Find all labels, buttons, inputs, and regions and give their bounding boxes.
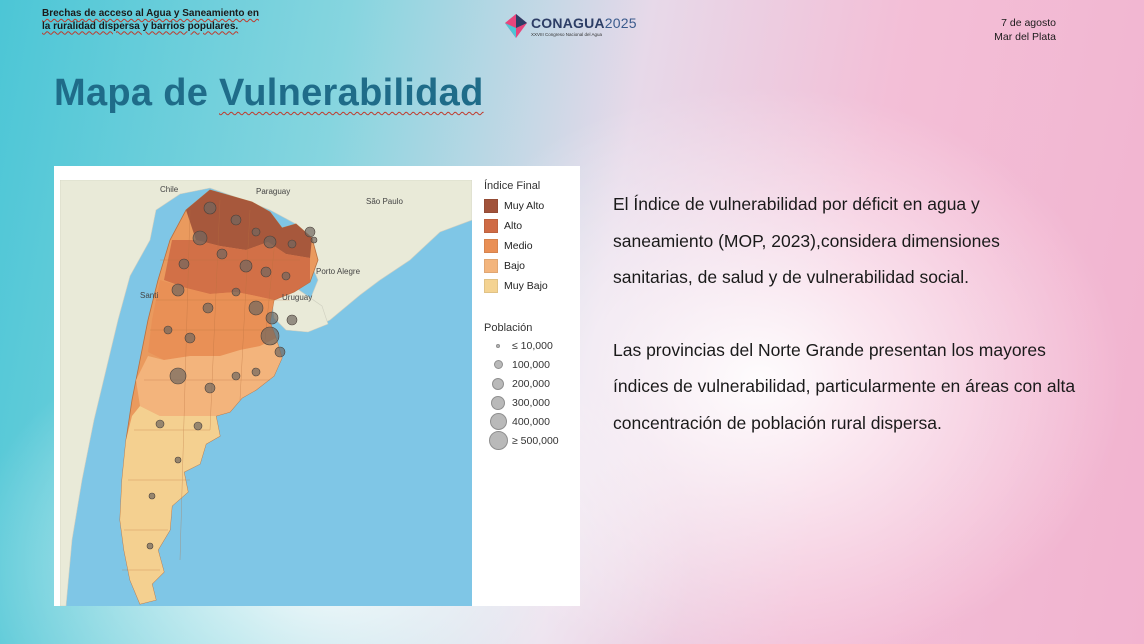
population-dot [489, 413, 507, 430]
conagua-logo: CONAGUA2025 XXVIII Congreso Nacional del… [505, 14, 637, 38]
page-title: Mapa de Vulnerabilidad [54, 72, 484, 115]
legend-label: Bajo [504, 260, 526, 272]
slide-header-subtitle: Brechas de acceso al Agua y Saneamiento … [42, 8, 259, 33]
map-label-uruguay: Uruguay [282, 293, 312, 302]
conagua-logo-icon [505, 14, 527, 38]
legend-label: Medio [504, 240, 533, 252]
slide-body-text: El Índice de vulnerabilidad por déficit … [613, 186, 1083, 441]
region-muy-bajo-south [120, 406, 220, 604]
legend-label: Alto [504, 220, 523, 232]
population-legend-item: ≥ 500,000 [484, 431, 576, 450]
legend-swatch [484, 279, 498, 293]
map-legend: Índice Final Muy Alto Alto Medio Bajo Mu… [484, 180, 576, 450]
map-label-sao-paulo: São Paulo [366, 197, 403, 206]
legend-swatch [484, 219, 498, 233]
slide-header-date: 7 de agosto Mar del Plata [994, 16, 1056, 44]
logo-name: CONAGUA [531, 15, 605, 31]
legend-label: Muy Alto [504, 200, 545, 212]
population-circles [146, 201, 318, 550]
logo-subtitle: XXVIII Congreso Nacional del Agua [531, 32, 603, 37]
vulnerability-map-figure: Chile Paraguay São Paulo Porto Alegre Ur… [54, 166, 580, 606]
header-date: 7 de agosto [1001, 17, 1056, 29]
legend-item: Muy Bajo [484, 276, 576, 296]
population-dot [488, 431, 508, 450]
population-legend-item: 300,000 [484, 393, 576, 412]
population-label: ≥ 500,000 [512, 434, 559, 447]
title-part2: Vulnerabilidad [219, 72, 484, 114]
department-borders [122, 199, 300, 571]
header-subtitle-line1: Brechas de acceso al Agua y Saneamiento … [42, 8, 259, 19]
legend-swatch [484, 239, 498, 253]
map-label-chile: Chile [160, 185, 179, 194]
population-dot [493, 360, 503, 369]
body-paragraph-1: El Índice de vulnerabilidad por déficit … [613, 194, 1000, 287]
population-legend-item: 100,000 [484, 355, 576, 374]
logo-year: 2025 [604, 15, 637, 31]
map-label-porto-alegre: Porto Alegre [316, 267, 361, 276]
legend-swatch [484, 199, 498, 213]
body-paragraph-2: Las provincias del Norte Grande presenta… [613, 339, 1076, 433]
map-label-santiago: Santi [140, 291, 158, 300]
vulnerability-map: Chile Paraguay São Paulo Porto Alegre Ur… [60, 180, 472, 606]
population-label: ≤ 10,000 [512, 339, 553, 352]
region-bajo-pampa [136, 338, 282, 416]
population-label: 400,000 [512, 415, 550, 428]
region-muy-alto-north [186, 190, 312, 258]
legend-item: Muy Alto [484, 196, 576, 216]
legend-label: Muy Bajo [504, 280, 548, 292]
population-legend-item: ≤ 10,000 [484, 336, 576, 355]
legend-title: Índice Final [484, 180, 541, 192]
population-dot [491, 395, 505, 410]
population-dot [492, 377, 504, 390]
population-legend-item: 200,000 [484, 374, 576, 393]
header-place: Mar del Plata [994, 31, 1056, 43]
header-subtitle-line2: la ruralidad dispersa y barrios populare… [42, 20, 239, 32]
population-label: 300,000 [512, 396, 550, 409]
population-label: 200,000 [512, 377, 550, 390]
population-label: 100,000 [512, 358, 550, 371]
population-legend-item: 400,000 [484, 412, 576, 431]
map-label-paraguay: Paraguay [256, 187, 290, 196]
title-part1: Mapa de [54, 72, 219, 114]
legend-item: Bajo [484, 256, 576, 276]
legend-item: Alto [484, 216, 576, 236]
population-dot [496, 343, 500, 348]
legend-item: Medio [484, 236, 576, 256]
legend-swatch [484, 259, 498, 273]
population-legend-title: Población [484, 322, 533, 334]
